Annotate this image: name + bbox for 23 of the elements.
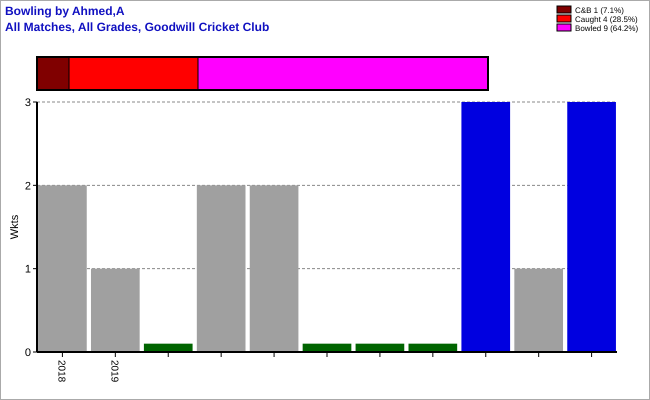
- chart-title: Bowling by Ahmed,A: [5, 4, 125, 18]
- bar: [38, 185, 87, 352]
- legend-label: C&B 1 (7.1%): [575, 6, 624, 15]
- legend-label: Caught 4 (28.5%): [575, 15, 638, 24]
- y-tick-label: 0: [24, 347, 31, 359]
- bar: [302, 344, 352, 352]
- bar: [567, 102, 616, 352]
- x-tick-label: 2018: [55, 360, 66, 383]
- y-tick-label: 2: [24, 180, 31, 192]
- legend-label: Bowled 9 (64.2%): [575, 24, 638, 33]
- y-tick-label: 1: [24, 264, 31, 276]
- x-tick-label: 2019: [108, 360, 120, 383]
- bar: [250, 185, 298, 352]
- chart-subtitle: All Matches, All Grades, Goodwill Cricket Club: [5, 20, 270, 34]
- bar: [461, 102, 510, 352]
- bar: [356, 344, 404, 352]
- bar: [144, 344, 193, 352]
- bar: [90, 268, 140, 352]
- bar: [514, 268, 564, 352]
- bar: [196, 185, 246, 352]
- bar: [408, 344, 458, 352]
- y-axis-title: Wkts: [9, 214, 21, 240]
- y-tick-label: 3: [24, 97, 31, 109]
